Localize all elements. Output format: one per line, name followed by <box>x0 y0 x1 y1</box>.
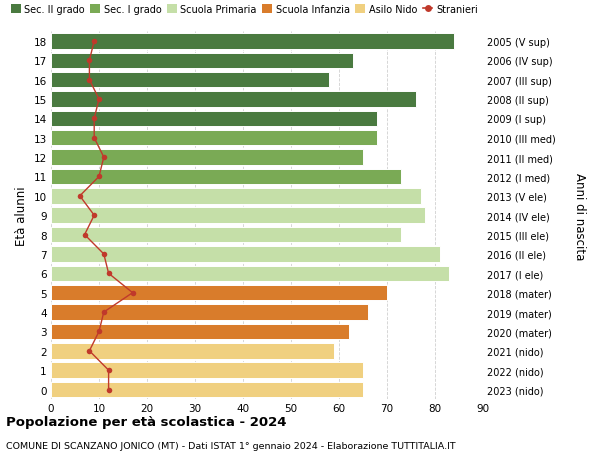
Bar <box>51 169 401 185</box>
Bar <box>51 343 334 359</box>
Text: Popolazione per età scolastica - 2024: Popolazione per età scolastica - 2024 <box>6 415 287 428</box>
Bar <box>51 382 363 397</box>
Bar <box>51 285 387 301</box>
Bar <box>51 246 440 262</box>
Bar <box>51 131 377 146</box>
Bar <box>51 189 421 204</box>
Bar <box>51 73 329 88</box>
Bar <box>51 150 363 166</box>
Bar <box>51 363 363 378</box>
Bar <box>51 92 416 107</box>
Text: COMUNE DI SCANZANO JONICO (MT) - Dati ISTAT 1° gennaio 2024 - Elaborazione TUTTI: COMUNE DI SCANZANO JONICO (MT) - Dati IS… <box>6 441 455 450</box>
Bar <box>51 34 454 50</box>
Bar <box>51 53 353 69</box>
Bar <box>51 112 377 127</box>
Bar <box>51 324 349 339</box>
Legend: Sec. II grado, Sec. I grado, Scuola Primaria, Scuola Infanzia, Asilo Nido, Stran: Sec. II grado, Sec. I grado, Scuola Prim… <box>11 5 478 15</box>
Bar <box>51 266 449 281</box>
Bar <box>51 305 368 320</box>
Bar <box>51 227 401 243</box>
Bar <box>51 208 425 224</box>
Y-axis label: Anni di nascita: Anni di nascita <box>572 172 586 259</box>
Y-axis label: Età alunni: Età alunni <box>15 186 28 246</box>
